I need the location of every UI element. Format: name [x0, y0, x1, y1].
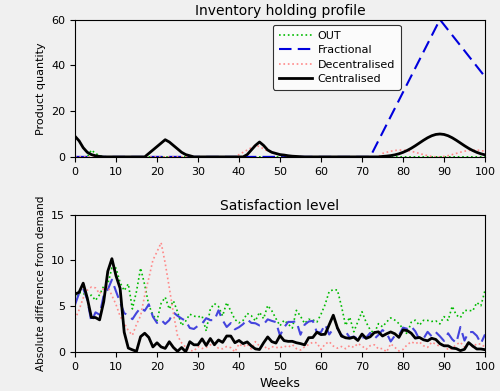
Fractional [482, 74, 488, 79]
Decentralised [100, 154, 106, 159]
Fractional [72, 154, 78, 159]
Fractional [437, 17, 443, 22]
Title: Inventory holding profile: Inventory holding profile [194, 4, 366, 18]
Centralised [178, 150, 184, 155]
Centralised [322, 154, 328, 159]
Line: Centralised: Centralised [75, 134, 485, 157]
Decentralised [363, 154, 369, 159]
Centralised [264, 148, 270, 152]
Decentralised [252, 143, 258, 148]
OUT [384, 154, 390, 159]
Centralised [100, 154, 106, 159]
OUT [482, 154, 488, 159]
OUT [105, 154, 111, 159]
Centralised [105, 154, 111, 159]
Centralised [437, 132, 443, 136]
Line: Decentralised: Decentralised [75, 145, 485, 157]
Decentralised [72, 154, 78, 159]
Centralised [72, 134, 78, 139]
Fractional [174, 154, 180, 159]
Y-axis label: Absolute difference from demand: Absolute difference from demand [36, 196, 46, 371]
Fractional [260, 154, 266, 159]
Decentralised [322, 154, 328, 159]
Line: Fractional: Fractional [75, 20, 485, 157]
OUT [363, 154, 369, 159]
Legend: OUT, Fractional, Decentralised, Centralised: OUT, Fractional, Decentralised, Centrali… [274, 25, 400, 90]
Decentralised [482, 149, 488, 154]
Decentralised [264, 149, 270, 154]
Fractional [318, 154, 324, 159]
Decentralised [384, 150, 390, 154]
Centralised [482, 152, 488, 157]
Fractional [359, 154, 365, 159]
OUT [264, 154, 270, 159]
OUT [72, 154, 78, 159]
Fractional [380, 130, 386, 135]
OUT [178, 154, 184, 159]
Fractional [100, 154, 106, 159]
Centralised [363, 154, 369, 159]
X-axis label: Weeks: Weeks [260, 377, 300, 390]
OUT [322, 154, 328, 159]
Title: Satisfaction level: Satisfaction level [220, 199, 340, 213]
Decentralised [174, 154, 180, 159]
Line: OUT: OUT [75, 150, 485, 157]
Y-axis label: Product quantity: Product quantity [36, 42, 46, 135]
Centralised [384, 154, 390, 158]
OUT [88, 148, 94, 152]
